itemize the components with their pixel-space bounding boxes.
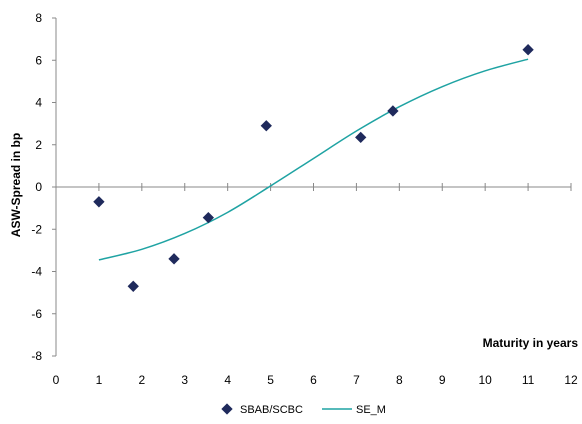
x-tick-label: 3 bbox=[181, 373, 188, 387]
y-tick-label: 6 bbox=[35, 53, 42, 67]
legend-label-sbab-scbc: SBAB/SCBC bbox=[240, 404, 303, 416]
x-tick-label: 0 bbox=[53, 373, 60, 387]
y-tick-label: -2 bbox=[31, 222, 42, 236]
y-tick-label: 4 bbox=[35, 96, 42, 110]
x-tick-label: 5 bbox=[267, 373, 274, 387]
x-tick-label: 8 bbox=[396, 373, 403, 387]
x-tick-label: 7 bbox=[353, 373, 360, 387]
data-point-sbab-scbc bbox=[260, 120, 272, 132]
data-point-sbab-scbc bbox=[93, 196, 105, 208]
y-tick-label: -4 bbox=[31, 265, 42, 279]
y-axis-title: ASW-Spread in bp bbox=[9, 133, 23, 237]
x-tick-label: 4 bbox=[224, 373, 231, 387]
data-point-sbab-scbc bbox=[522, 44, 534, 56]
x-tick-label: 2 bbox=[138, 373, 145, 387]
legend-label-se-m: SE_M bbox=[356, 404, 386, 416]
series-layer bbox=[93, 44, 534, 292]
data-point-sbab-scbc bbox=[355, 131, 367, 144]
data-point-sbab-scbc bbox=[202, 211, 215, 224]
y-tick-label: 8 bbox=[35, 11, 42, 25]
data-point-sbab-scbc bbox=[387, 105, 399, 117]
x-tick-label: 11 bbox=[522, 373, 535, 387]
legend-marker-sbab-scbc bbox=[221, 403, 233, 415]
x-axis-title: Maturity in years bbox=[483, 336, 579, 350]
series-line-se-m bbox=[98, 58, 529, 261]
y-tick-label: 2 bbox=[35, 138, 42, 152]
data-point-sbab-scbc bbox=[127, 280, 139, 292]
x-tick-label: 6 bbox=[310, 373, 317, 387]
x-tick-label: 1 bbox=[96, 373, 103, 387]
y-tick-label: -8 bbox=[31, 349, 42, 363]
x-tick-label: 10 bbox=[478, 373, 492, 387]
x-tick-label: 9 bbox=[439, 373, 446, 387]
x-tick-label: 12 bbox=[564, 373, 578, 387]
y-tick-label: -6 bbox=[31, 307, 42, 321]
legend: SBAB/SCBC SE_M bbox=[221, 403, 386, 416]
data-point-sbab-scbc bbox=[168, 253, 180, 265]
y-tick-label: 0 bbox=[35, 180, 42, 194]
